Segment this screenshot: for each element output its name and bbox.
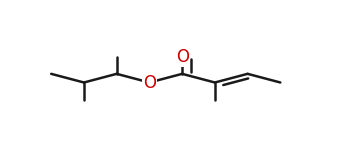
Text: O: O <box>143 73 156 92</box>
Text: O: O <box>176 48 189 66</box>
